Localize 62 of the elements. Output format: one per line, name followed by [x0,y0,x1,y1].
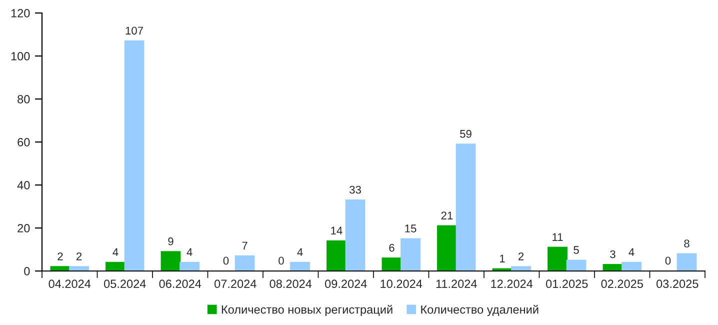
data-label: 15 [405,224,416,232]
y-tick-label: 100 [11,52,30,60]
data-label: 8 [684,240,690,248]
data-label: 6 [389,244,394,252]
y-tick-label: 60 [18,138,30,146]
legend-label: Количество удалений [421,304,538,316]
bar [437,225,457,271]
bar [345,199,366,271]
bar [676,253,697,271]
data-label: 0 [665,256,671,265]
bar [382,258,402,271]
data-label: 5 [574,246,579,254]
data-label: 21 [441,212,453,220]
x-tick-label: 10.2024 [380,280,422,288]
x-tick-label: 12.2024 [491,280,533,288]
data-label: 2 [58,252,63,260]
data-label: 59 [460,130,472,138]
bar [566,260,586,271]
bar [548,246,568,271]
y-tick-label: 40 [17,181,30,190]
x-tick-label: 03.2025 [656,280,698,288]
x-tick-label: 08.2024 [270,280,312,288]
data-label: 1 [500,254,505,262]
data-label: 4 [297,248,303,256]
x-tick-label: 05.2024 [104,280,146,288]
data-label: 0 [278,256,284,265]
bar [69,266,89,271]
x-tick-label: 07.2024 [214,280,256,288]
bar [180,262,200,271]
bar [290,262,310,271]
data-label: 4 [112,248,118,256]
bar [326,240,346,271]
bar [400,238,420,271]
x-tick-label: 04.2024 [48,280,91,288]
y-tick-label: 0 [24,267,30,276]
data-label: 9 [168,237,174,246]
x-tick-label: 02.2025 [601,280,643,288]
x-tick-label: 01.2025 [546,280,588,288]
bar [511,266,531,271]
bar [456,144,476,271]
x-tick-label: 06.2024 [159,280,202,288]
bar [160,251,181,271]
x-tick-label: 09.2024 [325,280,367,288]
data-label: 3 [610,250,616,258]
bar [234,255,255,271]
data-label: 11 [552,233,563,241]
legend-label: Количество новых регистраций [222,304,392,316]
data-label: 2 [518,252,524,260]
data-label: 14 [331,226,342,234]
y-tick-label: 80 [18,95,30,104]
x-tick-label: 11.2024 [436,280,477,288]
data-label: 4 [628,248,634,256]
y-tick-label: 20 [18,224,30,232]
data-label: 33 [350,186,361,194]
y-tick-label: 120 [11,9,30,18]
data-label: 4 [186,248,192,256]
data-label: 107 [126,26,143,35]
data-label: 7 [242,242,248,250]
data-label: 2 [76,252,82,260]
bar [622,262,642,271]
data-label: 0 [223,256,229,265]
bar [124,40,144,271]
